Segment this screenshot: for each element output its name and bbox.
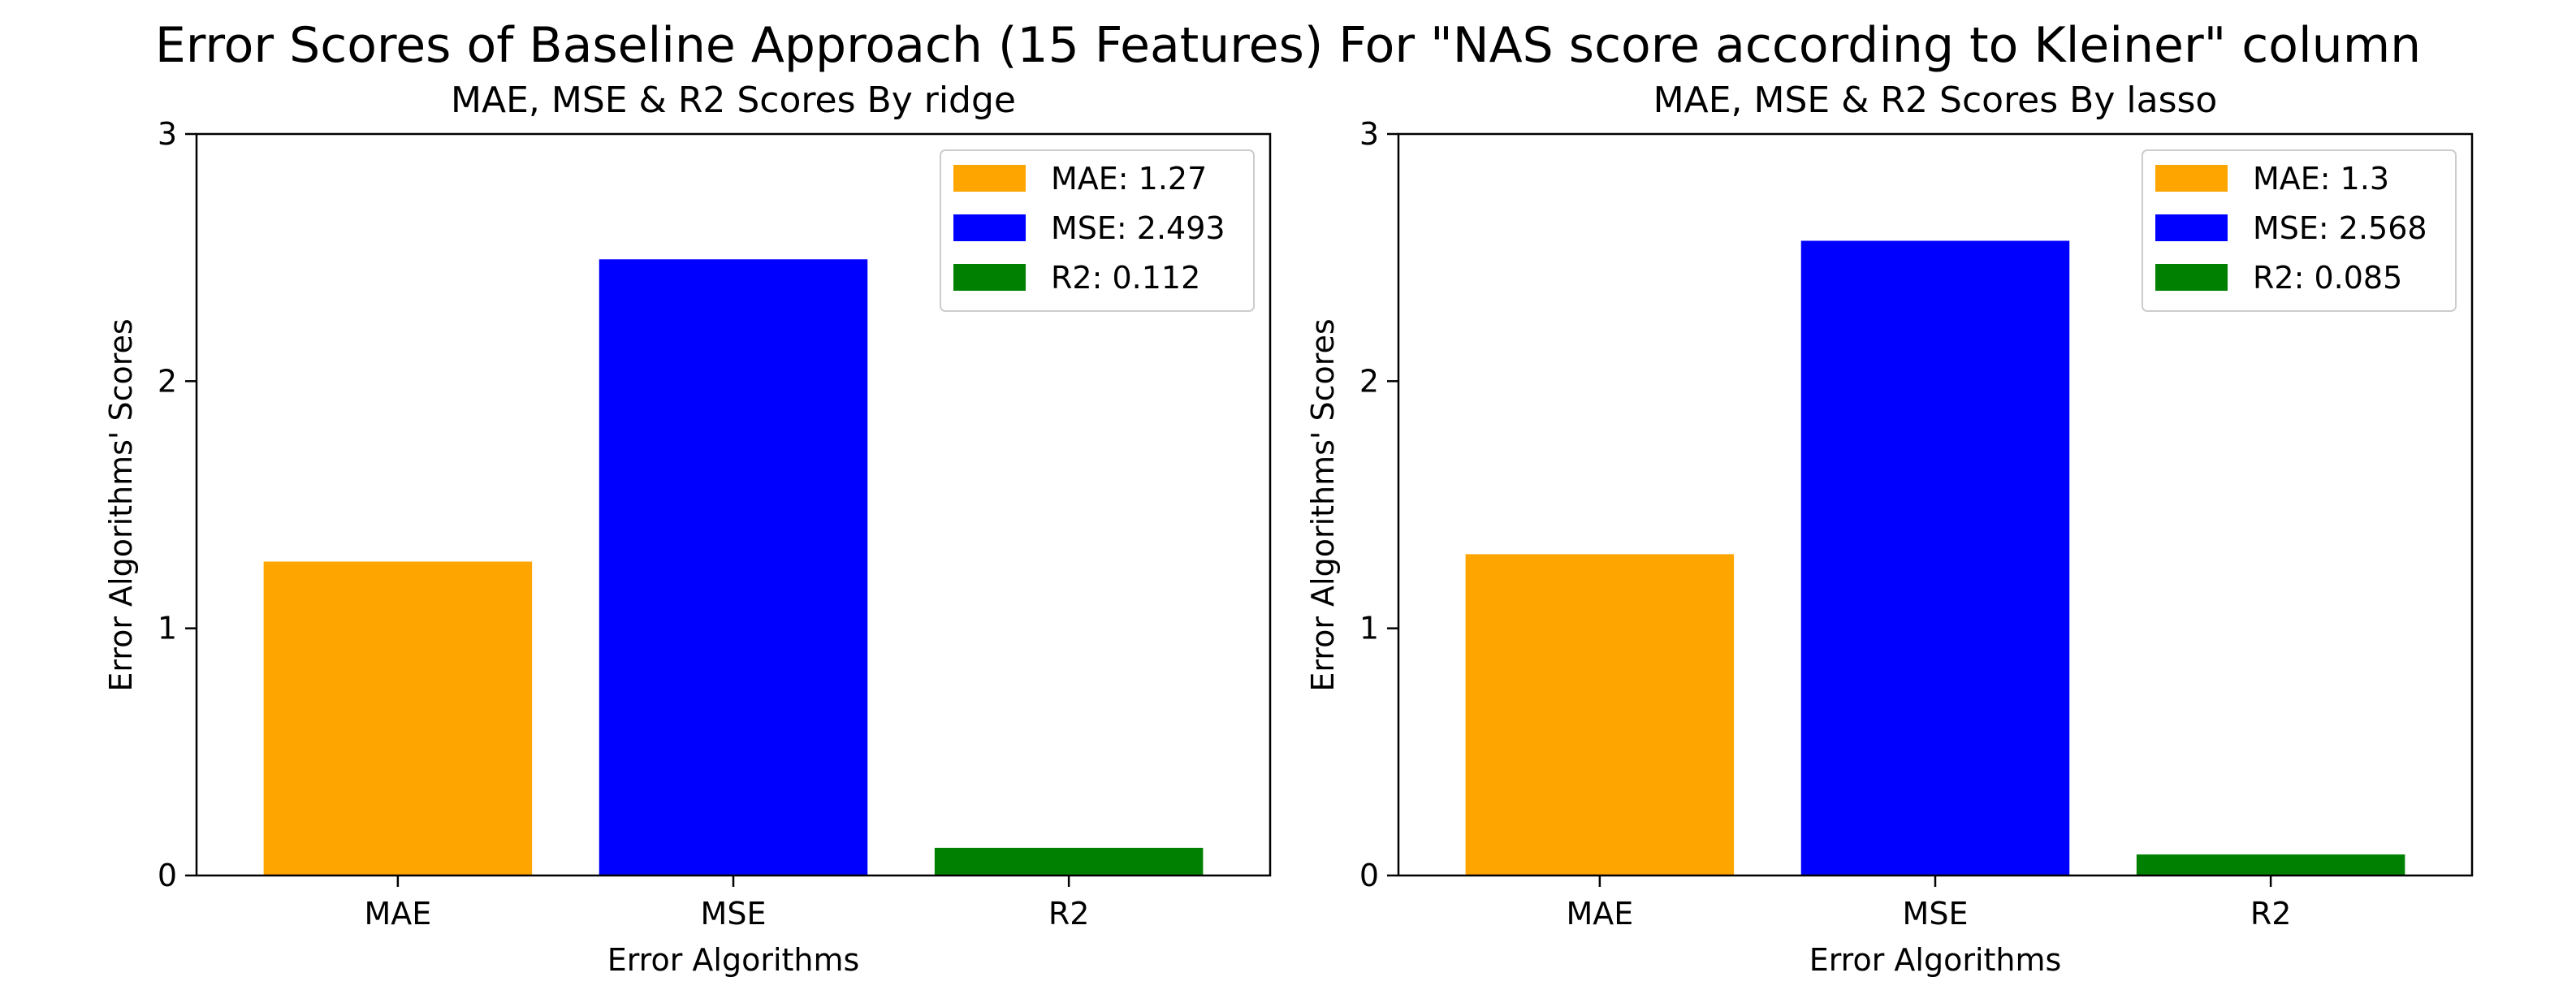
y-ticks: 0 1 2 3 bbox=[158, 116, 197, 893]
y-tick-label: 0 bbox=[1359, 858, 1379, 893]
legend-label: MSE: 2.493 bbox=[1051, 210, 1225, 246]
bar-r2 bbox=[934, 847, 1204, 875]
legend-label: MAE: 1.27 bbox=[1051, 161, 1207, 197]
chart-title: MAE, MSE & R2 Scores By ridge bbox=[451, 80, 1016, 121]
legend-swatch bbox=[2155, 264, 2228, 291]
x-tick-label: MSE bbox=[701, 896, 767, 932]
y-ticks: 0 1 2 3 bbox=[1359, 116, 1398, 893]
legend: MAE: 1.27 MSE: 2.493 R2: 0.112 bbox=[940, 149, 1255, 312]
y-tick-label: 0 bbox=[158, 858, 177, 893]
legend-swatch bbox=[953, 214, 1026, 241]
bar-r2 bbox=[2136, 854, 2405, 875]
legend-swatch bbox=[953, 165, 1026, 192]
y-tick-label: 1 bbox=[158, 611, 177, 646]
legend-swatch bbox=[2155, 214, 2228, 241]
x-axis-label: Error Algorithms bbox=[1809, 942, 2062, 978]
x-tick-label: MAE bbox=[1566, 896, 1633, 932]
y-tick-label: 3 bbox=[158, 116, 177, 152]
chart-title: MAE, MSE & R2 Scores By lasso bbox=[1653, 80, 2218, 121]
x-ticks: MAE MSE R2 bbox=[1566, 875, 2291, 932]
x-ticks: MAE MSE R2 bbox=[364, 875, 1089, 932]
x-axis-label: Error Algorithms bbox=[607, 942, 860, 978]
legend-label: MAE: 1.3 bbox=[2253, 161, 2389, 197]
bar-mse bbox=[1800, 240, 2070, 875]
chart-ridge: MAE, MSE & R2 Scores By ridge Error Algo… bbox=[103, 80, 1272, 978]
x-tick-label: MAE bbox=[364, 896, 431, 932]
legend: MAE: 1.3 MSE: 2.568 R2: 0.085 bbox=[2142, 149, 2457, 312]
y-tick-label: 2 bbox=[158, 363, 177, 399]
legend-label: MSE: 2.568 bbox=[2253, 210, 2427, 246]
y-axis-label: Error Algorithms' Scores bbox=[103, 318, 139, 691]
y-axis-label: Error Algorithms' Scores bbox=[1305, 318, 1341, 691]
x-tick-label: MSE bbox=[1903, 896, 1969, 932]
legend-swatch bbox=[2155, 165, 2228, 192]
y-tick-label: 1 bbox=[1359, 611, 1379, 646]
bar-mae bbox=[263, 561, 533, 875]
bars bbox=[263, 259, 1204, 875]
legend-label: R2: 0.085 bbox=[2253, 260, 2402, 296]
y-tick-label: 2 bbox=[1359, 363, 1379, 399]
chart-lasso: MAE, MSE & R2 Scores By lasso Error Algo… bbox=[1305, 80, 2474, 978]
legend-swatch bbox=[953, 264, 1026, 291]
bars bbox=[1465, 240, 2405, 875]
bar-mse bbox=[599, 259, 868, 875]
y-tick-label: 3 bbox=[1359, 116, 1379, 152]
figure-suptitle: Error Scores of Baseline Approach (15 Fe… bbox=[155, 17, 2421, 74]
x-tick-label: R2 bbox=[2250, 896, 2292, 932]
legend-label: R2: 0.112 bbox=[1051, 260, 1200, 296]
bar-mae bbox=[1465, 554, 1735, 875]
x-tick-label: R2 bbox=[1048, 896, 1090, 932]
